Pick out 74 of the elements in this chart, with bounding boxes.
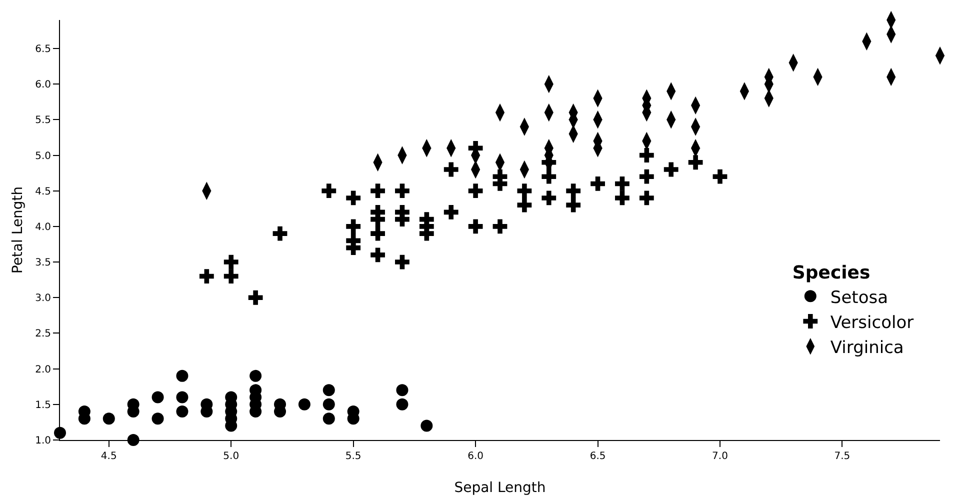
y-tick-label: 3.0 bbox=[35, 293, 51, 304]
x-tick-label: 6.0 bbox=[468, 451, 484, 462]
point bbox=[396, 398, 408, 410]
y-tick-label: 2.5 bbox=[35, 328, 51, 340]
legend-label: Virginica bbox=[830, 338, 904, 358]
y-tick-label: 6.5 bbox=[35, 44, 51, 55]
point bbox=[176, 391, 188, 404]
y-tick-label: 4.0 bbox=[35, 222, 51, 233]
x-tick-label: 6.5 bbox=[590, 451, 606, 462]
y-tick-label: 1.0 bbox=[35, 436, 51, 446]
point bbox=[298, 398, 310, 410]
x-tick-label: 5.0 bbox=[223, 451, 240, 462]
y-tick-label: 6.0 bbox=[35, 80, 51, 91]
legend-label: Versicolor bbox=[830, 312, 914, 333]
point bbox=[322, 184, 336, 198]
point bbox=[542, 190, 556, 206]
point bbox=[370, 248, 385, 262]
x-tick-label: 5.5 bbox=[345, 451, 362, 462]
point bbox=[152, 412, 164, 425]
point bbox=[590, 176, 605, 191]
point bbox=[250, 370, 262, 382]
point bbox=[615, 176, 630, 191]
point bbox=[468, 184, 483, 198]
point bbox=[54, 426, 66, 439]
x-tick-label: 7.5 bbox=[834, 451, 850, 462]
legend-label: Setosa bbox=[830, 288, 888, 308]
point bbox=[176, 370, 188, 382]
legend-title: Species bbox=[792, 262, 870, 284]
point bbox=[152, 391, 164, 404]
x-tick-label: 4.5 bbox=[100, 451, 117, 462]
point bbox=[615, 190, 630, 206]
point bbox=[272, 226, 288, 241]
point bbox=[127, 434, 140, 446]
point bbox=[517, 198, 532, 212]
point bbox=[492, 219, 508, 234]
x-tick-label: 7.0 bbox=[712, 451, 728, 462]
point bbox=[444, 205, 458, 220]
point bbox=[566, 184, 581, 198]
point bbox=[420, 420, 433, 432]
point bbox=[517, 184, 532, 198]
point bbox=[199, 269, 214, 284]
point bbox=[444, 162, 458, 177]
point bbox=[224, 254, 238, 270]
point bbox=[664, 162, 678, 177]
point bbox=[395, 184, 410, 198]
point bbox=[468, 219, 483, 234]
point bbox=[542, 169, 556, 184]
point bbox=[248, 290, 263, 305]
x-axis-title: Sepal Length bbox=[454, 480, 546, 496]
point bbox=[176, 406, 188, 418]
point bbox=[688, 155, 703, 170]
point bbox=[102, 412, 115, 425]
y-tick-label: 5.5 bbox=[35, 115, 51, 126]
point bbox=[712, 169, 728, 184]
point bbox=[322, 398, 335, 410]
point bbox=[566, 198, 581, 212]
y-tick-label: 2.0 bbox=[35, 364, 51, 376]
point bbox=[322, 412, 335, 425]
y-tick-label: 5.0 bbox=[35, 150, 51, 162]
y-tick-label: 3.5 bbox=[35, 258, 51, 269]
y-tick-label: 1.5 bbox=[35, 400, 51, 411]
point bbox=[370, 226, 385, 241]
point bbox=[370, 184, 385, 198]
point bbox=[639, 169, 654, 184]
point bbox=[322, 384, 335, 396]
point bbox=[224, 269, 238, 284]
point bbox=[346, 219, 361, 234]
point bbox=[639, 190, 654, 206]
y-tick-label: 4.5 bbox=[35, 186, 51, 198]
point bbox=[395, 254, 410, 270]
y-axis-title: Petal Length bbox=[10, 186, 26, 274]
point bbox=[639, 148, 654, 162]
point bbox=[396, 384, 408, 396]
point bbox=[346, 190, 361, 206]
